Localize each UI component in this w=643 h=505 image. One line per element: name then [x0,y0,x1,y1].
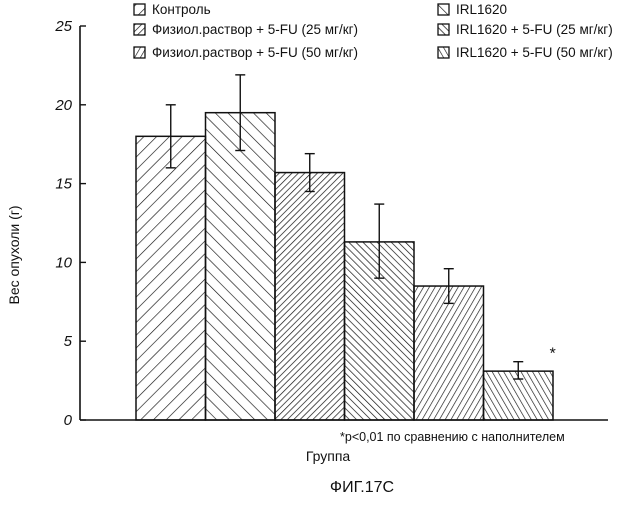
legend-label: Контроль [152,2,211,17]
bar-group: * [135,74,556,421]
legend-swatch [437,46,450,59]
legend-swatch [437,23,450,36]
chart-legend: Контроль IRL1620 Физиол.раствор + 5-FU (25… [133,2,613,60]
y-tick-label: 20 [54,97,72,114]
bar [204,111,276,421]
y-axis-ticks: 0 5 10 15 20 25 [54,18,86,429]
figure-caption: ФИГ.17C [330,479,394,496]
legend-swatch [133,46,146,59]
legend-label: IRL1620 [456,2,507,17]
legend-swatch [133,3,146,16]
legend-label: IRL1620 + 5-FU (50 мг/кг) [456,45,613,60]
legend-label: Физиол.раствор + 5-FU (50 мг/кг) [152,45,358,60]
y-tick-label: 15 [55,176,72,193]
y-tick-label: 10 [55,254,72,271]
significance-marker: * [549,346,556,363]
x-axis-title: Группа [306,448,351,464]
y-axis-title: Вес опухоли (г) [6,205,22,304]
y-tick-label: 25 [54,18,72,35]
legend-swatch [133,23,146,36]
bar [135,135,207,421]
legend-swatch [437,3,450,16]
significance-footnote: *p<0,01 по сравнению с наполнителем [340,430,565,444]
legend-label: IRL1620 + 5-FU (25 мг/кг) [456,22,613,37]
bar [274,171,346,421]
y-tick-label: 5 [64,333,73,350]
bar [413,285,485,421]
legend-label: Физиол.раствор + 5-FU (25 мг/кг) [152,22,358,37]
y-tick-label: 0 [64,412,73,429]
